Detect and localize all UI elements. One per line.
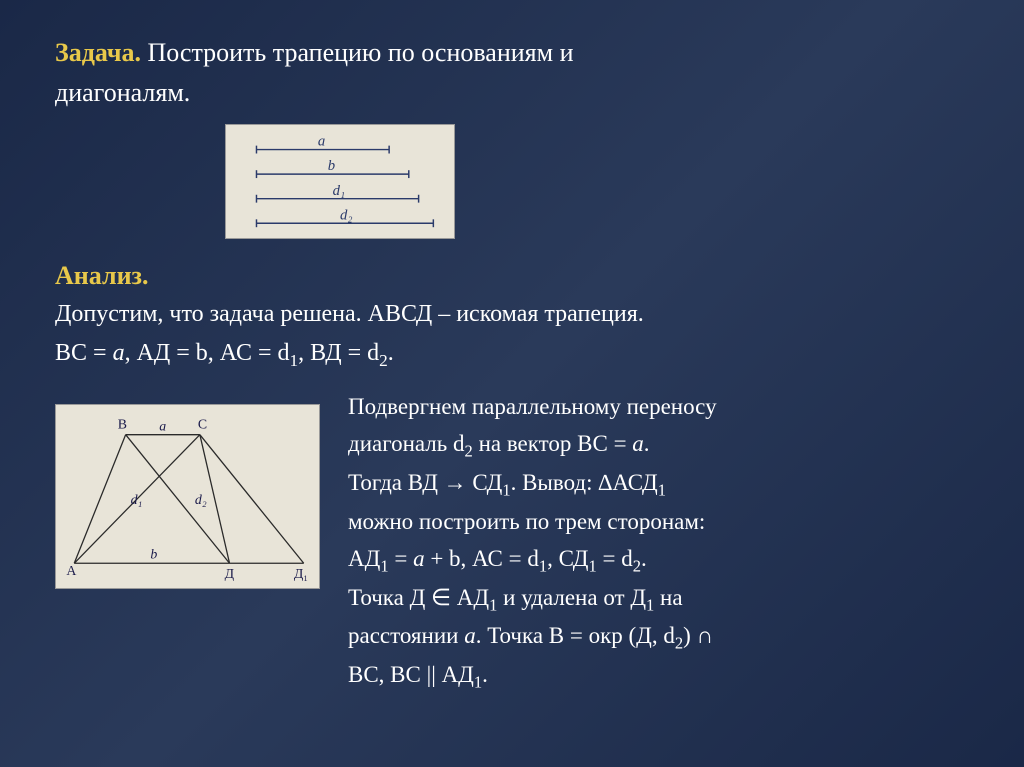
svg-text:d₁: d₁ bbox=[333, 183, 345, 199]
sol-p5: АД1 = a + b, АС = d1, СД1 = d2. bbox=[348, 542, 717, 579]
sol-p1: Подвергнем параллельному переносу bbox=[348, 390, 717, 425]
analysis-line1: Допустим, что задача решена. АВСД – иско… bbox=[55, 297, 969, 332]
svg-text:d₂: d₂ bbox=[340, 207, 352, 223]
sol-p3: Тогда ВД → СД1. Вывод: ∆АСД1 bbox=[348, 466, 717, 503]
svg-text:Д₁: Д₁ bbox=[294, 567, 308, 582]
svg-text:В: В bbox=[118, 417, 127, 432]
sol-p6: Точка Д ∈ АД1 и удалена от Д1 на bbox=[348, 581, 717, 618]
svg-text:b: b bbox=[328, 158, 335, 174]
title-rest1: Построить трапецию по основаниям и bbox=[141, 38, 574, 67]
problem-title-line1: Задача. Построить трапецию по основаниям… bbox=[55, 35, 969, 71]
segments-figure: ab d₁ d₂ bbox=[225, 124, 455, 239]
svg-text:d₁: d₁ bbox=[131, 492, 143, 507]
title-accent: Задача. bbox=[55, 38, 141, 67]
problem-title-line2: диагоналям. bbox=[55, 75, 969, 111]
lower-section: А В С Д Д₁ a d₁ d₂ b Подвергнем параллельному пе… bbox=[55, 390, 969, 697]
svg-text:a: a bbox=[159, 419, 166, 434]
sol-p2: диагональ d2 на вектор ВС = a. bbox=[348, 427, 717, 464]
sol-p4: можно построить по трем сторонам: bbox=[348, 505, 717, 540]
segments-svg: ab d₁ d₂ bbox=[226, 125, 454, 238]
svg-text:С: С bbox=[198, 417, 207, 432]
analysis-heading: Анализ. bbox=[55, 261, 969, 291]
svg-text:a: a bbox=[318, 133, 325, 149]
svg-text:Д: Д bbox=[225, 567, 235, 582]
analysis-line2: ВС = a, АД = b, АС = d1, ВД = d2. bbox=[55, 336, 969, 373]
solution-text: Подвергнем параллельному переносу диагон… bbox=[348, 390, 717, 697]
sol-p8: ВС, ВС || АД1. bbox=[348, 658, 717, 695]
trapezoid-figure: А В С Д Д₁ a d₁ d₂ b bbox=[55, 404, 320, 589]
svg-text:А: А bbox=[66, 564, 76, 579]
svg-text:d₂: d₂ bbox=[195, 492, 207, 507]
trapezoid-svg: А В С Д Д₁ a d₁ d₂ b bbox=[56, 405, 319, 588]
sol-p7: расстоянии a. Точка В = окр (Д, d2) ∩ bbox=[348, 619, 717, 656]
svg-text:b: b bbox=[150, 547, 157, 562]
